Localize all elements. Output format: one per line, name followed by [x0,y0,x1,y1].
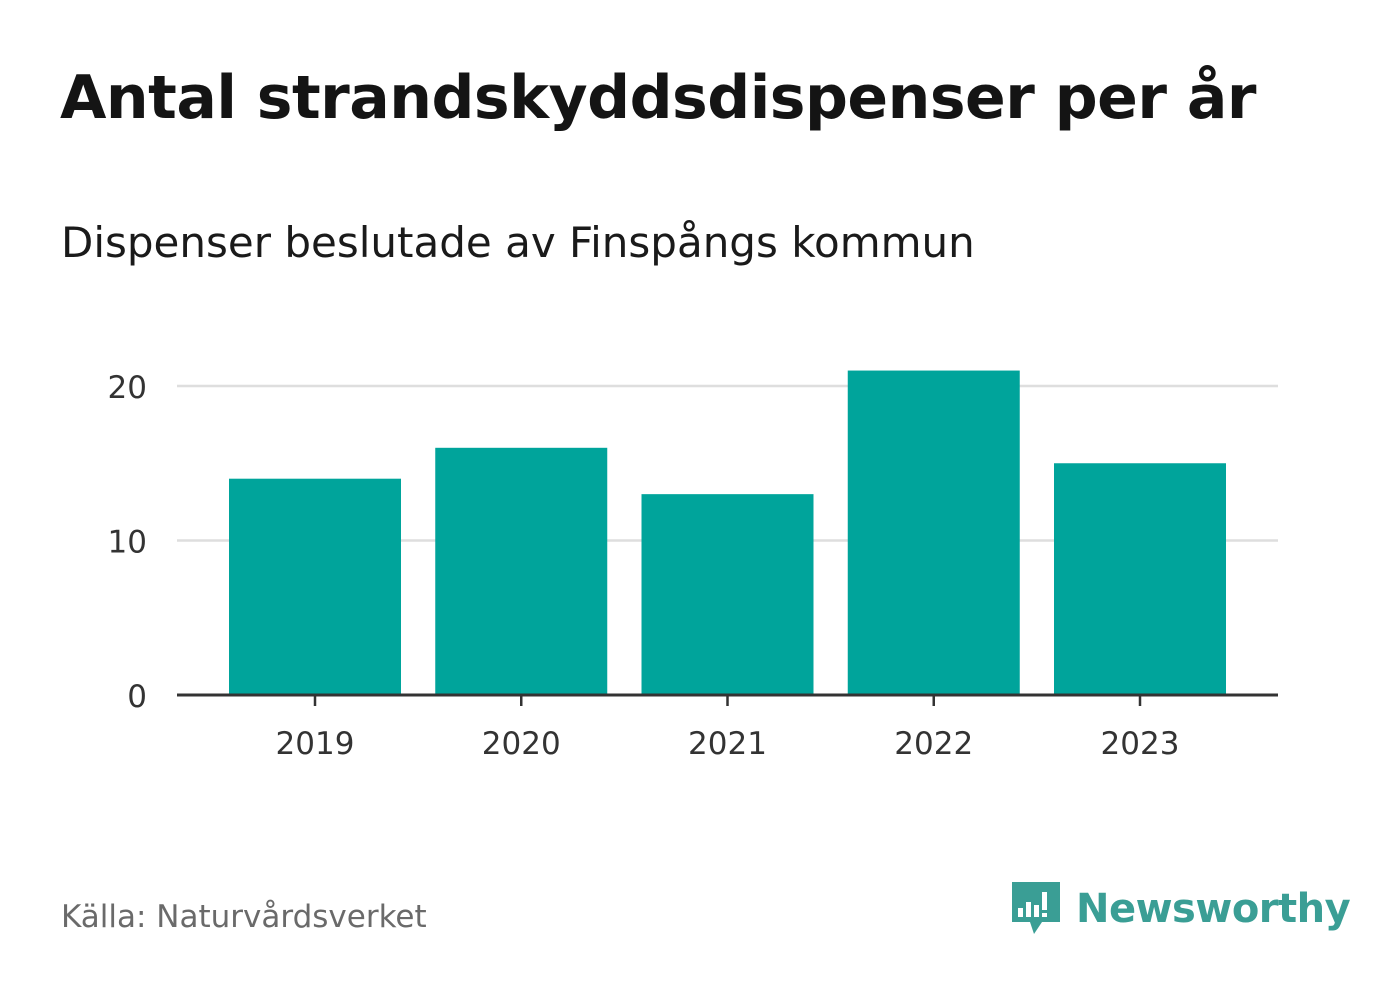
chart-title: Antal strandskyddsdispenser per år [60,63,1256,133]
x-tick-label-2021: 2021 [688,726,767,762]
y-tick-label-0: 0 [127,679,147,715]
brand-logo: Newsworthy [1010,878,1351,940]
bar-2021 [641,494,814,695]
tick-labels: 0 10 20 2019 2020 2021 2022 2023 [108,370,1180,762]
bars [229,370,1226,695]
bar-2023 [1054,463,1226,695]
x-tick-label-2022: 2022 [894,726,973,762]
y-tick-label-20: 20 [108,370,147,406]
x-tick-label-2020: 2020 [482,726,561,762]
y-tick-label-10: 10 [108,525,147,561]
x-tick-label-2023: 2023 [1101,726,1180,762]
chart-subtitle: Dispenser beslutade av Finspångs kommun [61,218,975,267]
bar-2022 [847,370,1020,695]
x-tick-label-2019: 2019 [276,726,355,762]
newsworthy-chart-bubble-icon [1012,882,1060,934]
axes [177,693,1278,706]
bar-2020 [435,447,608,695]
source-note: Källa: Naturvårdsverket [61,899,427,935]
bar-2019 [229,478,401,695]
brand-name: Newsworthy [1076,886,1351,932]
